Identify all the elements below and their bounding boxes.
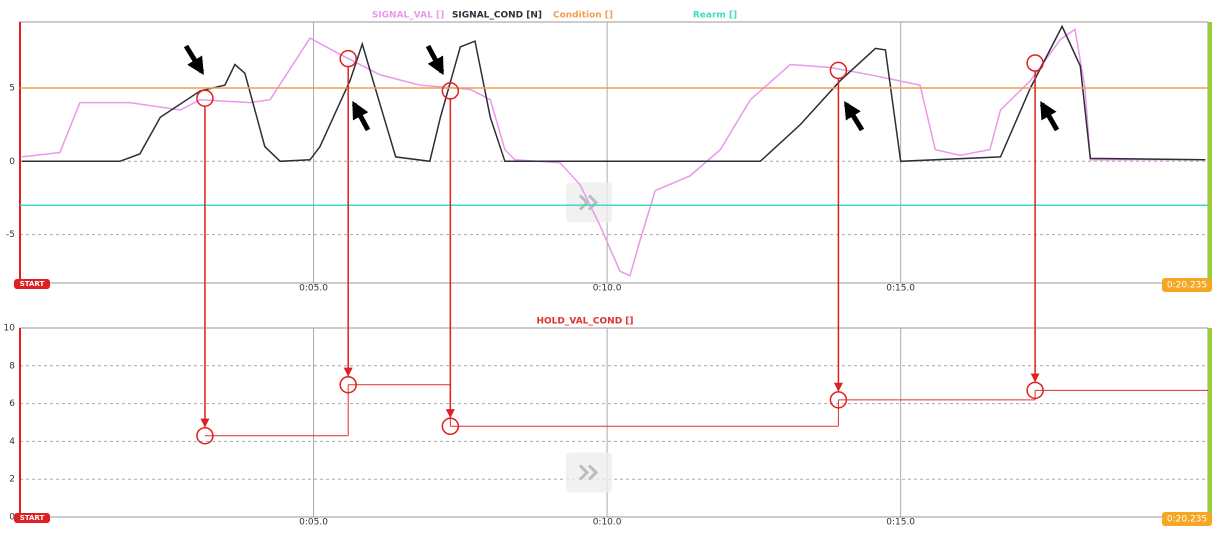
x-tick-label: START xyxy=(20,514,45,522)
hold-marker xyxy=(1026,381,1044,400)
scroll-button[interactable] xyxy=(566,452,612,493)
y-tick-label: 2 xyxy=(9,475,15,485)
x-tick-label: 0:15.0 xyxy=(886,518,915,528)
hold-marker xyxy=(441,417,460,436)
legend-entry: SIGNAL_COND [N] xyxy=(452,11,542,21)
series-line xyxy=(21,24,1206,163)
x-tick-label: 0:20.235 xyxy=(1167,515,1207,525)
pointer-arrow xyxy=(351,100,371,132)
pointer-arrow xyxy=(843,101,865,132)
charts: -5 0 5 START 0:05.0 0:10.0 0:15.0 0:20.235 SIGNA… xyxy=(4,11,1212,528)
hold-marker xyxy=(829,391,848,409)
x-tick-label: 0:15.0 xyxy=(886,284,915,294)
series-line xyxy=(21,28,1206,277)
x-tick-label: 0:10.0 xyxy=(593,284,622,294)
y-tick-label: 6 xyxy=(9,399,15,409)
y-tick-label: 8 xyxy=(9,361,15,371)
start-badge xyxy=(14,513,50,523)
legend-entry: Condition [] xyxy=(553,11,613,21)
x-tick-label: 0:20.235 xyxy=(1167,281,1207,291)
end-badge xyxy=(1162,512,1212,526)
legend-entry: Rearm [] xyxy=(693,11,737,21)
hold-marker xyxy=(196,426,214,445)
y-tick-label: 0 xyxy=(9,513,15,523)
y-tick-label: 4 xyxy=(9,437,15,447)
plot-frame xyxy=(19,21,1209,284)
x-tick-label: 0:05.0 xyxy=(299,284,328,294)
pointer-arrow xyxy=(425,44,445,76)
y-tick-label: 10 xyxy=(4,324,16,334)
pointer-arrow xyxy=(1039,100,1060,132)
y-tick-label: -5 xyxy=(6,230,15,240)
x-tick-label: START xyxy=(20,280,45,288)
pointer-arrow xyxy=(183,44,205,75)
x-tick-label: 0:10.0 xyxy=(593,518,622,528)
start-badge xyxy=(14,279,50,289)
x-tick-label: 0:05.0 xyxy=(299,518,328,528)
scroll-button-icon xyxy=(578,464,599,481)
hold-marker xyxy=(339,375,357,394)
pointer-arrows xyxy=(183,44,1060,132)
legend-entry: HOLD_VAL_COND [] xyxy=(536,317,633,327)
legend-entry: SIGNAL_VAL [] xyxy=(372,11,444,21)
plot-frame xyxy=(19,327,1209,518)
y-tick-label: 0 xyxy=(9,157,15,167)
end-badge xyxy=(1162,278,1212,292)
y-tick-label: 5 xyxy=(9,83,15,93)
